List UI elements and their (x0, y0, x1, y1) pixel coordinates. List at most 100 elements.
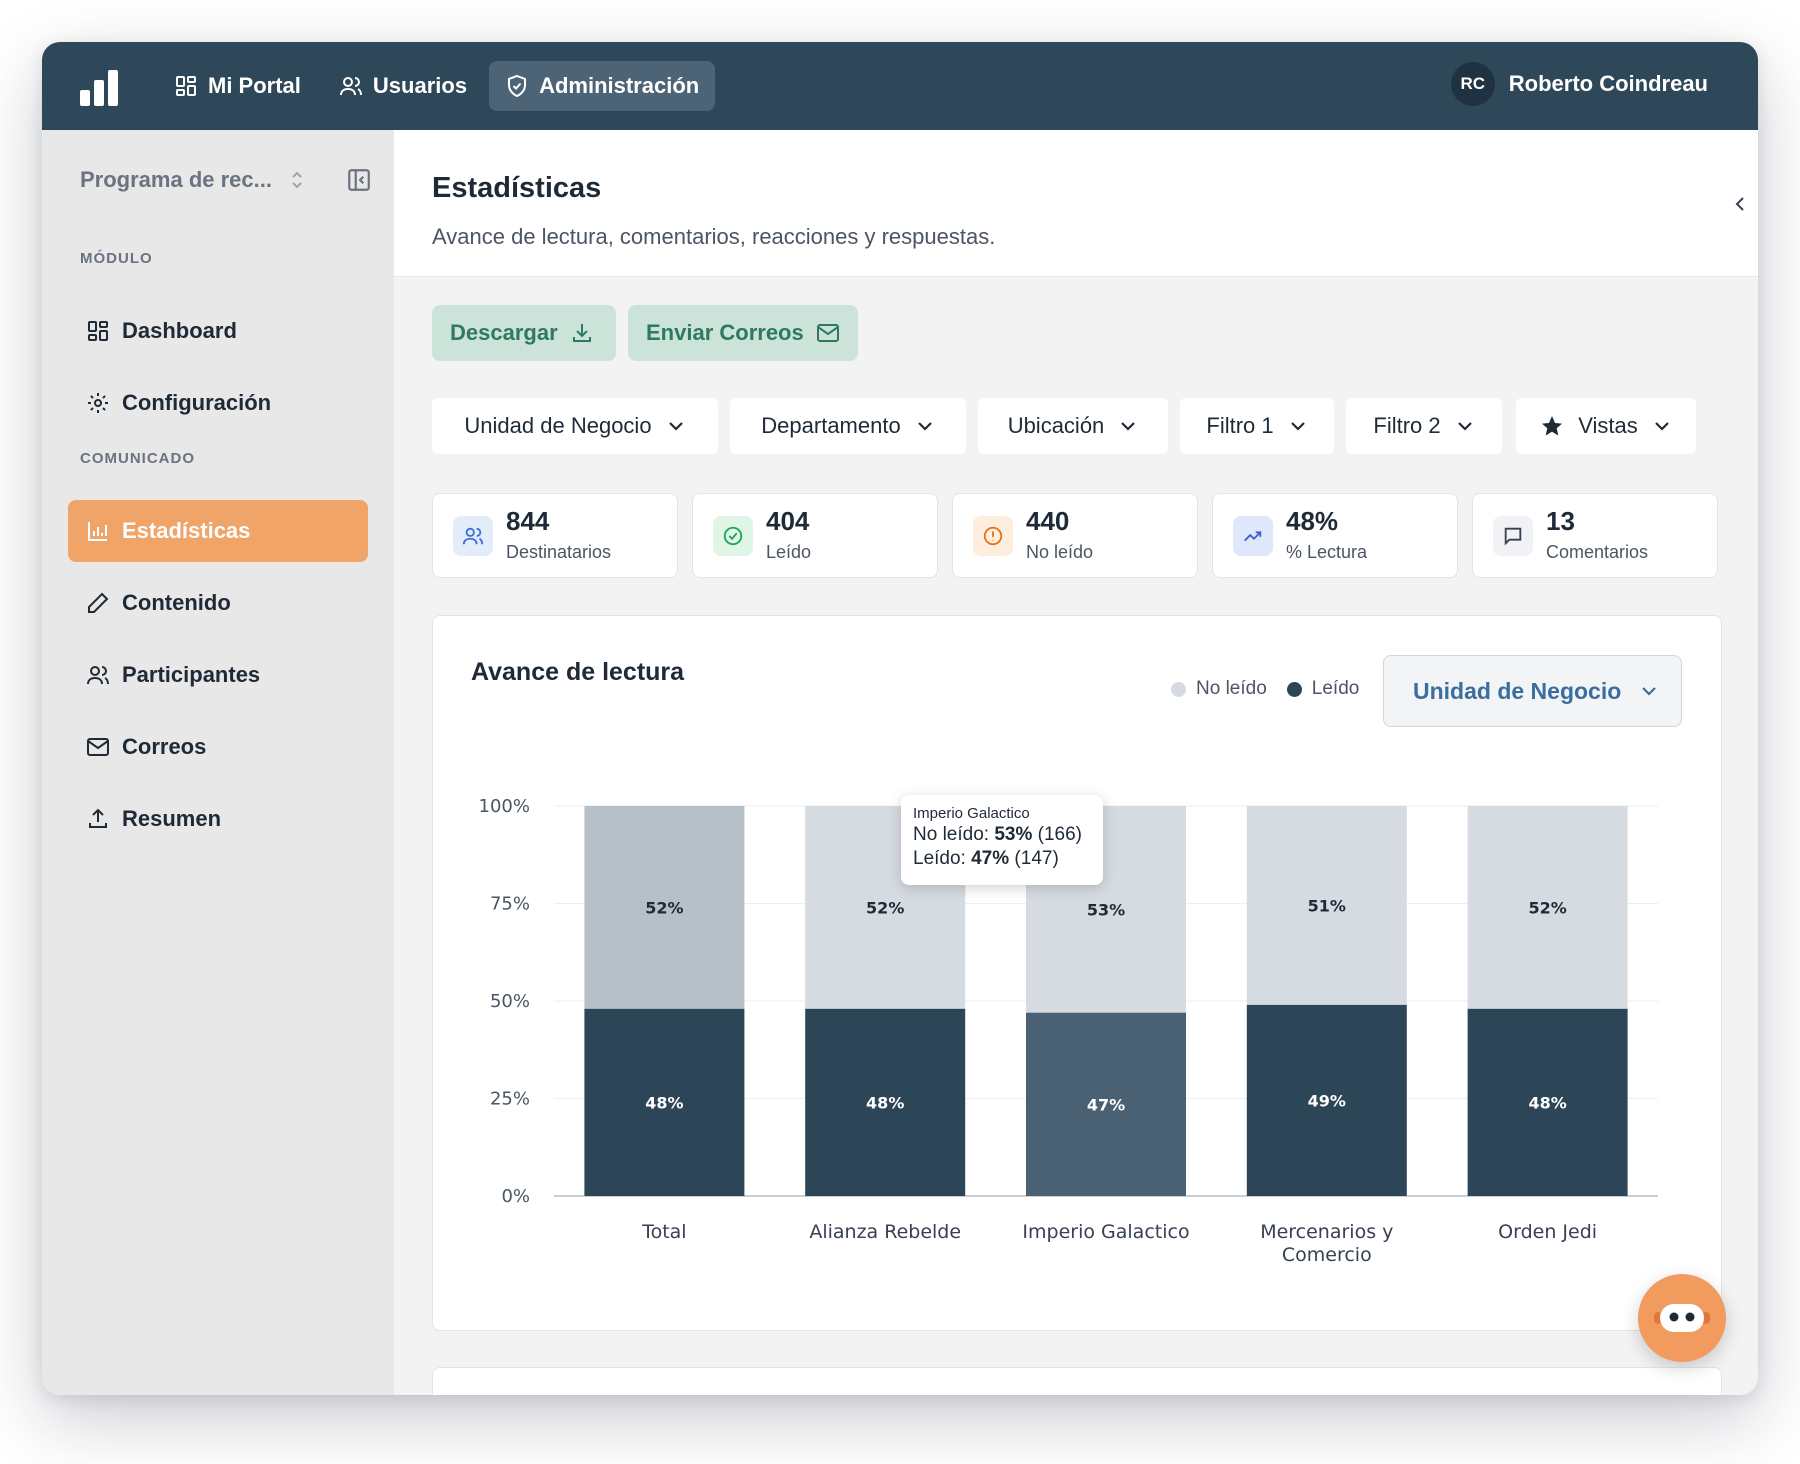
mail-icon (87, 738, 109, 756)
stat-card-destinatarios: 844 Destinatarios (432, 493, 678, 578)
sidebar-item-participantes[interactable]: Participantes (68, 644, 368, 706)
data-label-no-leido: 51% (1308, 896, 1346, 915)
program-selector[interactable]: Programa de rec... (80, 162, 372, 198)
send-emails-button-label: Enviar Correos (646, 320, 804, 345)
chevron-down-icon (1642, 687, 1657, 696)
program-name: Programa de rec... (80, 167, 272, 192)
bar-no-leido (1467, 806, 1628, 1009)
tooltip-leido-count: (147) (1014, 848, 1059, 869)
comment-icon (1493, 516, 1533, 556)
tooltip-leido: Leído: 47% (147) (913, 848, 1091, 870)
stat-label: No leído (1026, 542, 1094, 562)
filter-label: Unidad de Negocio (464, 413, 652, 438)
legend-swatch (1171, 681, 1186, 697)
tooltip-title: Imperio Galactico (913, 805, 1030, 822)
data-label-no-leido: 52% (645, 898, 683, 917)
check-circle-icon (713, 516, 753, 556)
robot-icon (1654, 1304, 1710, 1332)
page-header: Estadísticas Avance de lectura, comentar… (394, 130, 1758, 277)
group-by-select[interactable]: Unidad de Negocio (1383, 655, 1682, 727)
stat-label: Comentarios (1546, 542, 1649, 562)
sidebar-item-dashboard[interactable]: Dashboard (68, 300, 368, 362)
chart-tooltip: Imperio Galactico No leído: 53% (166) Le… (901, 795, 1103, 885)
stat-value: 844 (506, 506, 550, 536)
sidebar: Programa de rec... MÓDULO Dashboard Conf… (42, 130, 394, 1395)
data-label-no-leido: 52% (1528, 898, 1566, 917)
sidebar-item-label: Participantes (122, 662, 261, 687)
nav-administracion[interactable]: Administración (489, 61, 716, 111)
x-tick-label: Orden Jedi (1498, 1221, 1597, 1243)
download-button[interactable]: Descargar (432, 305, 616, 361)
tooltip-no-leido-label: No leído: (913, 824, 990, 845)
sidebar-item-contenido[interactable]: Contenido (68, 572, 368, 634)
stat-card-comentarios: 13 Comentarios (1472, 493, 1718, 578)
chevron-down-icon (1290, 422, 1305, 431)
chevron-left-icon[interactable] (1730, 194, 1750, 214)
sidebar-item-label: Resumen (122, 806, 222, 831)
y-tick-label: 0% (501, 1186, 530, 1207)
chevron-down-icon (1654, 422, 1669, 431)
x-tick-label: Imperio Galactico (1022, 1221, 1189, 1243)
chevron-up-down-icon (292, 171, 302, 189)
section-label-comunicado: COMUNICADO (80, 450, 195, 467)
nav-mi-portal[interactable]: Mi Portal (158, 61, 317, 111)
users-icon (87, 666, 109, 685)
filter-unidad-de-negocio[interactable]: Unidad de Negocio (432, 398, 718, 454)
download-button-label: Descargar (450, 320, 558, 345)
nav-label: Mi Portal (208, 73, 301, 98)
nav-usuarios[interactable]: Usuarios (323, 61, 483, 111)
legend-item-leido[interactable]: Leído (1286, 678, 1360, 700)
sidebar-item-correos[interactable]: Correos (68, 716, 368, 778)
gear-icon (88, 393, 108, 413)
filter-ubicacion[interactable]: Ubicación (978, 398, 1168, 454)
trending-up-icon (1233, 516, 1273, 556)
bar-leido (1026, 1012, 1186, 1196)
sidebar-item-label: Correos (122, 734, 207, 759)
user-menu[interactable]: RC Roberto Coindreau (1450, 62, 1708, 106)
tooltip-no-leido-count: (166) (1037, 824, 1082, 845)
nav-label: Usuarios (372, 73, 468, 98)
stat-label: Leído (766, 542, 812, 562)
filter-filtro-2[interactable]: Filtro 2 (1346, 398, 1502, 454)
stat-value: 440 (1026, 506, 1070, 536)
legend-label: Leído (1311, 678, 1360, 699)
stat-label: Destinatarios (506, 542, 612, 562)
grid-icon (176, 76, 196, 96)
dashboard-icon (88, 321, 108, 341)
filter-filtro-1[interactable]: Filtro 1 (1180, 398, 1334, 454)
stat-card-lectura: 48% % Lectura (1212, 493, 1458, 578)
chatbot-button[interactable] (1638, 1274, 1726, 1362)
pencil-icon (88, 592, 109, 613)
upload-icon (89, 808, 107, 828)
alert-circle-icon (973, 516, 1013, 556)
reading-progress-card: 0% 25% 50% 75% 100% 52% 48% Total 52% 48% Alianza … (432, 615, 1722, 1331)
app-logo-icon[interactable] (80, 66, 120, 106)
legend-item-no-leido[interactable]: No leído (1171, 678, 1267, 700)
bar-chart-icon (88, 522, 107, 541)
filter-departamento[interactable]: Departamento (730, 398, 966, 454)
bar-no-leido (1246, 806, 1407, 1005)
stat-card-leido: 404 Leído (692, 493, 938, 578)
page-title: Estadísticas (432, 172, 602, 204)
sidebar-item-label: Contenido (122, 590, 231, 615)
users-icon (339, 77, 362, 96)
bar-leido (1246, 1004, 1407, 1196)
tooltip-leido-label: Leído: (913, 848, 966, 869)
stat-value: 48% (1286, 506, 1339, 536)
card-title: Avance de lectura (471, 658, 685, 686)
stat-card-no-leido: 440 No leído (952, 493, 1198, 578)
star-icon (1542, 416, 1563, 436)
sidebar-collapse-icon[interactable] (346, 167, 372, 193)
sidebar-item-resumen[interactable]: Resumen (68, 788, 368, 850)
stat-value: 13 (1546, 506, 1575, 536)
filter-vistas[interactable]: Vistas (1516, 398, 1696, 454)
secondary-card (432, 1367, 1722, 1395)
filter-label: Ubicación (1007, 413, 1105, 438)
send-emails-button[interactable]: Enviar Correos (628, 305, 858, 361)
sidebar-item-estadisticas[interactable]: Estadísticas (68, 500, 368, 562)
sidebar-item-configuracion[interactable]: Configuración (68, 372, 368, 434)
chevron-down-icon (1457, 422, 1472, 431)
data-label-leido: 48% (1528, 1093, 1566, 1112)
filter-label: Vistas (1578, 413, 1638, 438)
x-tick-label: Total (641, 1221, 686, 1243)
